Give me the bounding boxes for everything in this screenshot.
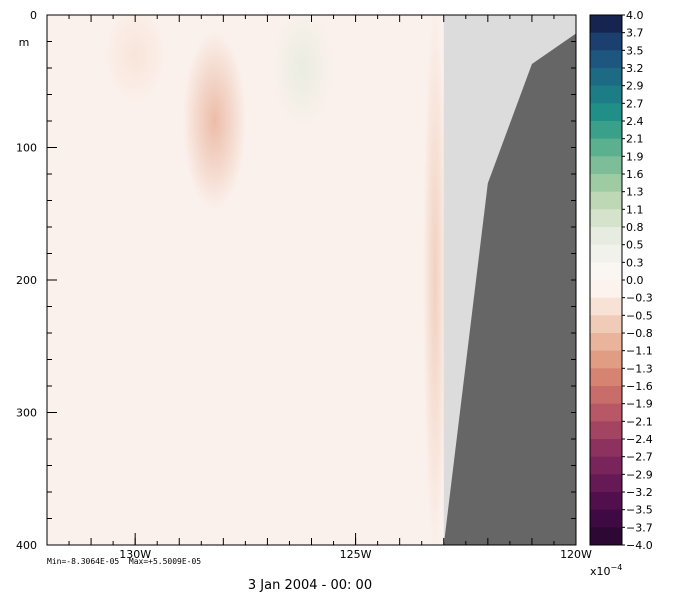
colorbar-segment bbox=[590, 368, 622, 387]
x-tick-label: 130W bbox=[119, 548, 151, 561]
colorbar-label: 0.0 bbox=[626, 274, 644, 287]
y-tick-label: 0 bbox=[30, 9, 37, 22]
y-axis-unit-label: m bbox=[19, 36, 30, 49]
colorbar-segment bbox=[590, 156, 622, 175]
colorbar-label: −3.7 bbox=[626, 521, 653, 534]
colorbar-label: −2.1 bbox=[626, 415, 653, 428]
colorbar-segment bbox=[590, 244, 622, 263]
colorbar-units-label: x10−4 bbox=[590, 563, 622, 578]
colorbar-segment bbox=[590, 103, 622, 122]
colorbar: 4.0 3.7 3.5 3.2 2.9 2.7 2.4 2.1 1.9 1.6 1.3 1.1 0.8 0… bbox=[589, 9, 653, 578]
colorbar-label: 1.3 bbox=[626, 186, 644, 199]
colorbar-label: −3.2 bbox=[626, 486, 653, 499]
min-max-label: Min=-8.3064E-05 Max=+5.5009E-05 bbox=[47, 557, 202, 566]
colorbar-segment bbox=[590, 85, 622, 104]
colorbar-segment bbox=[590, 456, 622, 475]
colorbar-segment bbox=[590, 227, 622, 246]
anomaly-feature bbox=[103, 15, 168, 105]
colorbar-segment bbox=[590, 386, 622, 405]
colorbar-label: −1.6 bbox=[626, 380, 653, 393]
colorbar-segment bbox=[590, 191, 622, 210]
colorbar-segment bbox=[590, 15, 622, 34]
colorbar-segment bbox=[590, 403, 622, 422]
colorbar-segment bbox=[590, 262, 622, 281]
plot-area bbox=[47, 15, 576, 545]
y-tick-label: 300 bbox=[16, 407, 37, 420]
colorbar-segment bbox=[590, 333, 622, 352]
colorbar-label: 1.9 bbox=[626, 150, 644, 163]
colorbar-segment bbox=[590, 350, 622, 369]
colorbar-segment bbox=[590, 32, 622, 51]
colorbar-segment bbox=[590, 209, 622, 228]
time-stamp-label: 3 Jan 2004 - 00: 00 bbox=[247, 578, 373, 593]
colorbar-label: 0.5 bbox=[626, 239, 644, 252]
colorbar-label: 3.5 bbox=[626, 44, 644, 57]
colorbar-label: −0.8 bbox=[626, 327, 653, 340]
colorbar-segment bbox=[590, 474, 622, 493]
colorbar-label: 2.4 bbox=[626, 115, 644, 128]
colorbar-segment bbox=[590, 297, 622, 316]
y-tick-label: 100 bbox=[16, 142, 37, 155]
colorbar-label: 2.9 bbox=[626, 80, 644, 93]
colorbar-label: 3.2 bbox=[626, 62, 644, 75]
field-layer bbox=[47, 15, 576, 545]
colorbar-label: −2.7 bbox=[626, 451, 653, 464]
colorbar-label: 1.1 bbox=[626, 203, 644, 216]
colorbar-label: −0.3 bbox=[626, 292, 653, 305]
colorbar-label: 3.7 bbox=[626, 27, 644, 40]
colorbar-segment bbox=[590, 68, 622, 87]
colorbar-label: −3.5 bbox=[626, 504, 653, 517]
colorbar-label: 2.7 bbox=[626, 97, 644, 110]
colorbar-segment bbox=[590, 439, 622, 458]
colorbar-segment bbox=[590, 527, 622, 546]
colorbar-label: 0.8 bbox=[626, 221, 644, 234]
colorbar-segment bbox=[590, 50, 622, 69]
land-bathymetry bbox=[443, 33, 576, 545]
y-tick-label: 400 bbox=[16, 539, 37, 552]
colorbar-label: −1.3 bbox=[626, 362, 653, 375]
colorbar-label: −2.9 bbox=[626, 468, 653, 481]
colorbar-label: 1.6 bbox=[626, 168, 644, 181]
colorbar-label: 2.1 bbox=[626, 133, 644, 146]
colorbar-label: 0.3 bbox=[626, 256, 644, 269]
anomaly-feature bbox=[270, 15, 335, 131]
x-tick-label: 120W bbox=[560, 548, 592, 561]
colorbar-segment bbox=[590, 315, 622, 334]
anomaly-feature bbox=[182, 31, 247, 211]
colorbar-label: −4.0 bbox=[626, 539, 653, 552]
colorbar-segment bbox=[590, 421, 622, 440]
colorbar-label: −2.4 bbox=[626, 433, 653, 446]
axes: 130W 125W 120W 0 100 200 300 400 m bbox=[16, 9, 592, 561]
colorbar-segment bbox=[590, 492, 622, 511]
colorbar-label: −0.5 bbox=[626, 309, 653, 322]
y-tick-label: 200 bbox=[16, 274, 37, 287]
colorbar-segment bbox=[590, 138, 622, 157]
colorbar-label: −1.9 bbox=[626, 398, 653, 411]
colorbar-label: 4.0 bbox=[626, 9, 644, 22]
colorbar-segment bbox=[590, 121, 622, 140]
x-tick-label: 125W bbox=[340, 548, 372, 561]
colorbar-segment bbox=[590, 174, 622, 193]
anomaly-feature bbox=[422, 15, 447, 545]
colorbar-label: −1.1 bbox=[626, 345, 653, 358]
colorbar-segment bbox=[590, 509, 622, 528]
colorbar-segment bbox=[590, 280, 622, 299]
